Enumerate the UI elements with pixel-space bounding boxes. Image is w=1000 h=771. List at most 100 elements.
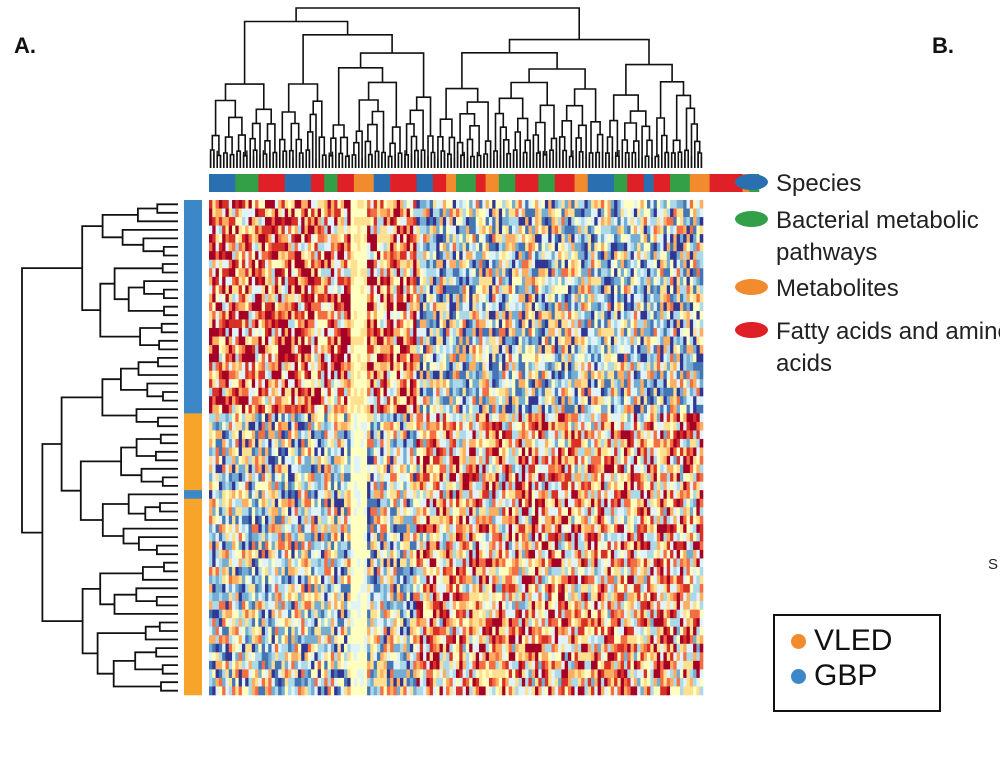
heatmap-cell [442,421,447,431]
heatmap-cell [663,438,668,448]
heatmap-cell [334,293,338,303]
column-dendrogram-branch [318,136,326,168]
heatmap-cell [380,251,384,261]
heatmap-cell [452,421,457,431]
heatmap-cell [492,396,496,406]
heatmap-cell [353,396,358,406]
column-dendrogram-branch [590,121,601,153]
heatmap-cell [647,362,651,371]
heatmap-cell [320,438,325,448]
heatmap-cell [449,362,453,371]
heatmap-cell [456,345,460,354]
heatmap-cell [294,413,299,423]
heatmap-cell [521,345,526,354]
heatmap-cell [327,225,332,235]
heatmap-cell [344,336,348,346]
heatmap-cell [446,345,450,354]
heatmap-cell [475,328,480,337]
heatmap-cell [386,285,391,295]
heatmap-cell [515,447,519,457]
heatmap-cell [574,421,579,431]
heatmap-cell [324,456,328,465]
heatmap-cell [248,328,253,337]
heatmap-cell [423,353,427,363]
column-dendrogram-branch [466,138,474,168]
heatmap-cell [225,413,230,423]
column-category-segment [390,174,417,192]
heatmap-cell [426,447,430,457]
heatmap-cell [472,276,477,286]
heatmap-cell [551,285,556,295]
heatmap-cell [600,421,605,431]
heatmap-cell [607,353,612,363]
heatmap-cell [637,328,641,337]
heatmap-cell [561,242,565,252]
heatmap-cell [571,319,575,329]
heatmap-cell [614,336,618,346]
heatmap-cell [515,413,519,423]
heatmap-cell [314,302,318,312]
heatmap-cell [350,353,355,363]
heatmap-cell [617,404,621,414]
heatmap-cell [235,259,239,269]
heatmap-cell [479,234,483,243]
heatmap-cell [459,242,463,252]
heatmap-cell [515,302,519,312]
heatmap-cell [452,438,457,448]
heatmap-cell [693,242,697,252]
heatmap-cell [564,379,569,389]
heatmap-cell [670,302,674,312]
heatmap-cell [465,345,470,354]
heatmap-cell [367,362,371,371]
heatmap-cell [442,430,447,440]
heatmap-cell [294,242,299,252]
heatmap-cell [261,251,266,261]
heatmap-cell [261,379,266,389]
heatmap-cell [344,293,348,303]
heatmap-cell [495,387,500,397]
heatmap-cell [258,413,262,423]
heatmap-cell [327,430,332,440]
heatmap-cell [670,217,674,226]
heatmap-cell [393,225,398,235]
heatmap-cell [577,438,582,448]
heatmap-cell [502,310,506,320]
heatmap-cell [222,362,226,371]
heatmap-cell [268,336,272,346]
heatmap-cell [469,328,473,337]
row-dendrogram-branch [161,664,178,675]
heatmap-cell [577,200,582,209]
heatmap-cell [376,328,381,337]
heatmap-cell [406,225,411,235]
heatmap-cell [614,276,618,286]
heatmap-cell [544,268,549,278]
heatmap-cell [350,447,355,457]
heatmap-cell [551,200,556,209]
heatmap-cell [502,251,506,261]
heatmap-cell [544,396,549,406]
heatmap-cell [334,447,338,457]
heatmap-cell [311,404,315,414]
heatmap-cell [683,345,687,354]
heatmap-cell [683,362,687,371]
heatmap-cell [554,345,559,354]
heatmap-cell [261,319,266,329]
column-dendrogram-branch [659,81,685,118]
heatmap-cell [591,217,595,226]
heatmap-cell [367,404,371,414]
heatmap-cell [475,379,480,389]
heatmap-cell [511,276,516,286]
heatmap-cell [535,387,539,397]
heatmap-cell [324,430,328,440]
heatmap-cell [442,302,447,312]
heatmap-cell [357,387,361,397]
heatmap-cell [535,268,539,278]
heatmap-cell [376,251,381,261]
heatmap-cell [643,404,648,414]
heatmap-cell [686,319,691,329]
heatmap-cell [535,430,539,440]
heatmap-cell [614,328,618,337]
heatmap-cell [679,438,684,448]
heatmap-cell [660,285,664,295]
heatmap-cell [492,251,496,261]
